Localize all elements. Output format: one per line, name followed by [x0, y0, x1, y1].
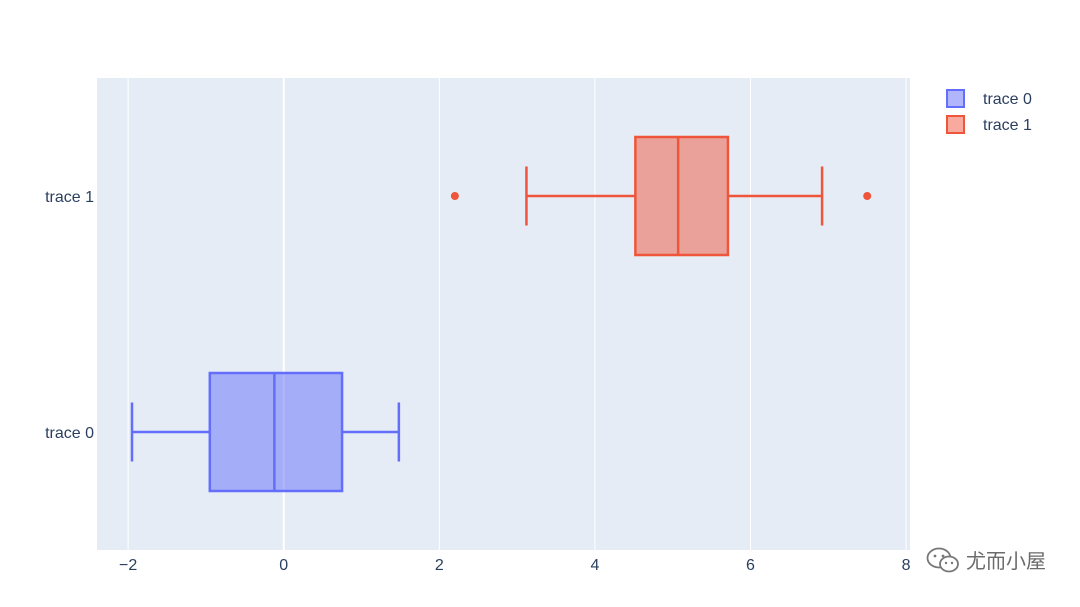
x-tick-label: 0 [279, 557, 288, 574]
box-traces [130, 135, 872, 493]
x-tick-label: −2 [119, 557, 137, 574]
y-tick-label: trace 0 [45, 425, 94, 442]
legend-item[interactable]: trace 1 [946, 115, 1032, 134]
legend-item[interactable]: trace 0 [946, 89, 1032, 108]
legend-swatch [946, 89, 965, 108]
watermark: 尤而小屋 [926, 545, 1046, 574]
legend-label: trace 1 [983, 117, 1032, 134]
x-tick-label: 2 [435, 557, 444, 574]
iqr-box [208, 371, 344, 493]
watermark-text: 尤而小屋 [966, 549, 1046, 573]
wechat-icon [926, 547, 959, 572]
outlier-point [450, 192, 459, 200]
x-axis-tick-labels: −2 0 2 4 6 8 [119, 557, 911, 574]
box-trace[interactable] [130, 371, 401, 493]
y-axis-tick-labels: trace 0 trace 1 [45, 189, 94, 442]
x-tick-label: 8 [902, 557, 911, 574]
outlier-point [863, 192, 872, 200]
x-tick-label: 4 [590, 557, 599, 574]
iqr-box [634, 135, 730, 257]
x-tick-label: 6 [746, 557, 755, 574]
grid-lines [127, 78, 907, 550]
legend-label: trace 0 [983, 91, 1032, 108]
y-tick-label: trace 1 [45, 189, 94, 206]
box-trace[interactable] [450, 135, 872, 257]
legend[interactable]: trace 0 trace 1 [946, 89, 1032, 134]
legend-swatch [946, 115, 965, 134]
